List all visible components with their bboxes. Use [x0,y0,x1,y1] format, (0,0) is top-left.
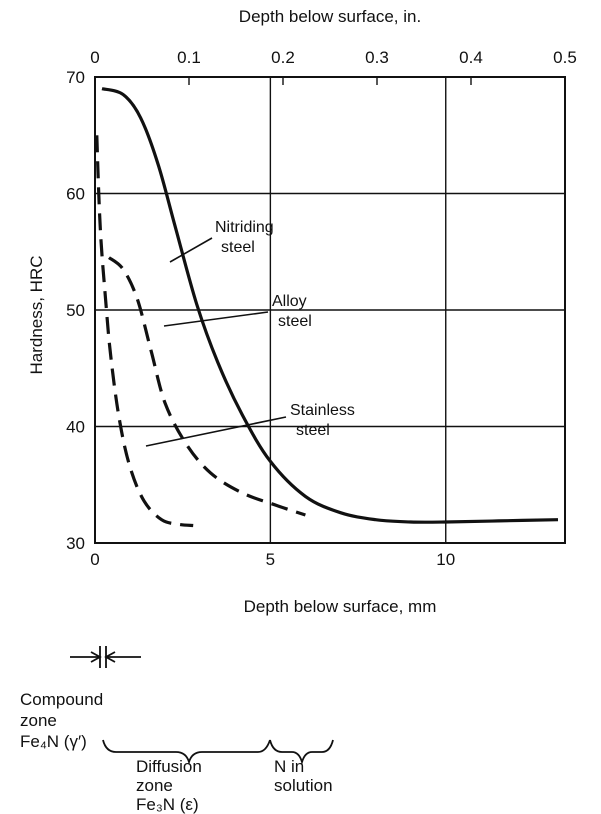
diffusion-zone-line-3: Fe₃N (ε) [136,795,199,814]
bottom-axis-label: Depth below surface, mm [244,597,437,616]
solution-zone-line-1: N in [274,757,304,776]
alloy-steel-curve [108,256,306,517]
nitriding-steel-label: steel [221,239,255,256]
plot-frame [94,76,566,544]
stainless-steel-curve [95,135,194,528]
alloy-steel-label: steel [278,313,312,330]
top-axis-label: Depth below surface, in. [239,7,421,26]
annotation-leader-line [169,237,213,263]
solution-zone-line-2: solution [274,776,333,795]
compound-zone-label: Compound zone Fe₄N (γ′) [20,690,103,751]
y-tick-label: 30 [66,534,85,553]
compound-zone-line-1: Compound [20,690,103,709]
compound-zone-line-3: Fe₄N (γ′) [20,732,87,751]
y-tick-label: 40 [66,418,85,437]
tick-labels: 30 40 50 60 70 0 5 10 0 0.1 0.2 0.3 0.4 0.5 [66,48,577,569]
curve-annotations: Nitriding steel Alloy steel Stainless steel [145,219,355,447]
diffusion-zone-brace [102,739,271,766]
compound-zone-line-2: zone [20,711,57,730]
top-tick-label: 0.3 [365,48,389,67]
top-tick-label: 0.1 [177,48,201,67]
nitriding-steel-label: Nitriding [215,219,274,236]
solution-zone-brace [269,739,334,766]
alloy-steel-label: Alloy [272,293,307,310]
stainless-steel-label: steel [296,422,330,439]
stainless-steel-label: Stainless [290,402,355,419]
top-tick-label: 0.4 [459,48,483,67]
nitriding-steel-curve [101,87,559,524]
data-series [95,87,559,528]
annotation-leader-line [163,311,269,327]
diffusion-zone-label: Diffusion zone Fe₃N (ε) [136,757,202,814]
solution-zone-label: N in solution [274,757,333,795]
y-tick-label: 70 [66,68,85,87]
y-tick-label: 50 [66,301,85,320]
top-tick-label: 0.5 [553,48,577,67]
x-tick-label: 10 [436,550,455,569]
x-tick-label: 5 [266,550,275,569]
compound-zone-marker [70,646,141,668]
top-tick-label: 0 [90,48,99,67]
top-tick-label: 0.2 [271,48,295,67]
annotation-leader-line [145,416,287,447]
y-tick-label: 60 [66,185,85,204]
y-axis-label: Hardness, HRC [27,255,46,374]
diffusion-zone-line-1: Diffusion [136,757,202,776]
x-tick-label: 0 [90,550,99,569]
grid-lines [95,77,565,543]
diffusion-zone-line-2: zone [136,776,173,795]
